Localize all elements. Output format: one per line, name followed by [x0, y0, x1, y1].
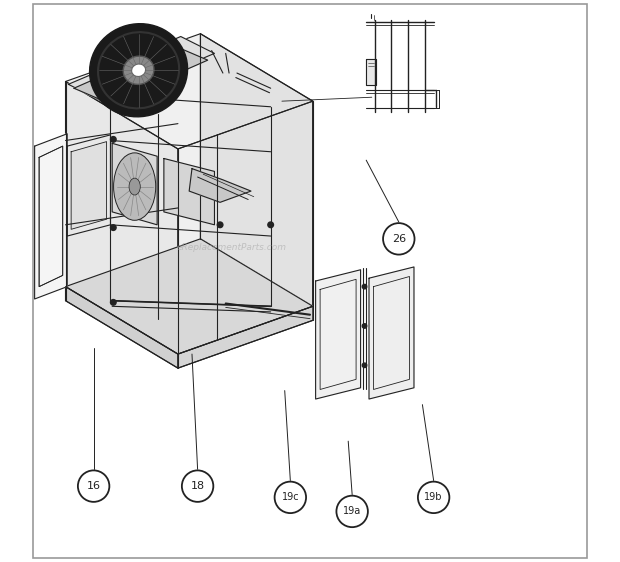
Circle shape [110, 137, 116, 142]
Polygon shape [71, 142, 107, 229]
Polygon shape [164, 158, 215, 225]
Polygon shape [178, 101, 313, 354]
Text: 26: 26 [392, 234, 406, 244]
Text: eReplacementParts.com: eReplacementParts.com [176, 243, 286, 252]
Text: 16: 16 [87, 481, 100, 491]
Text: 19b: 19b [424, 492, 443, 502]
Circle shape [418, 482, 450, 513]
Circle shape [110, 300, 116, 305]
Polygon shape [189, 169, 251, 202]
Polygon shape [66, 287, 178, 368]
Polygon shape [369, 267, 414, 399]
Ellipse shape [123, 56, 154, 84]
Polygon shape [373, 277, 409, 389]
Polygon shape [316, 270, 361, 399]
Polygon shape [66, 34, 313, 149]
Circle shape [383, 223, 415, 255]
Ellipse shape [131, 64, 146, 76]
Polygon shape [39, 146, 63, 287]
Circle shape [217, 222, 223, 228]
Polygon shape [66, 81, 178, 354]
Circle shape [275, 482, 306, 513]
Circle shape [78, 470, 109, 502]
Polygon shape [320, 279, 356, 389]
Polygon shape [68, 37, 215, 101]
Text: 18: 18 [190, 481, 205, 491]
Ellipse shape [90, 24, 188, 117]
Circle shape [110, 225, 116, 230]
Text: 19c: 19c [281, 492, 299, 502]
Circle shape [182, 470, 213, 502]
Circle shape [337, 496, 368, 527]
Polygon shape [35, 134, 67, 299]
Polygon shape [112, 143, 157, 225]
Polygon shape [66, 239, 313, 354]
Text: 19a: 19a [343, 506, 361, 516]
Circle shape [362, 284, 367, 289]
Polygon shape [200, 34, 313, 306]
Circle shape [362, 324, 367, 328]
Ellipse shape [129, 178, 140, 195]
Ellipse shape [113, 153, 156, 220]
Polygon shape [74, 45, 208, 103]
Polygon shape [67, 135, 110, 236]
Polygon shape [39, 146, 63, 287]
Circle shape [362, 363, 367, 368]
Circle shape [268, 222, 273, 228]
Polygon shape [178, 306, 313, 368]
Polygon shape [366, 59, 376, 85]
